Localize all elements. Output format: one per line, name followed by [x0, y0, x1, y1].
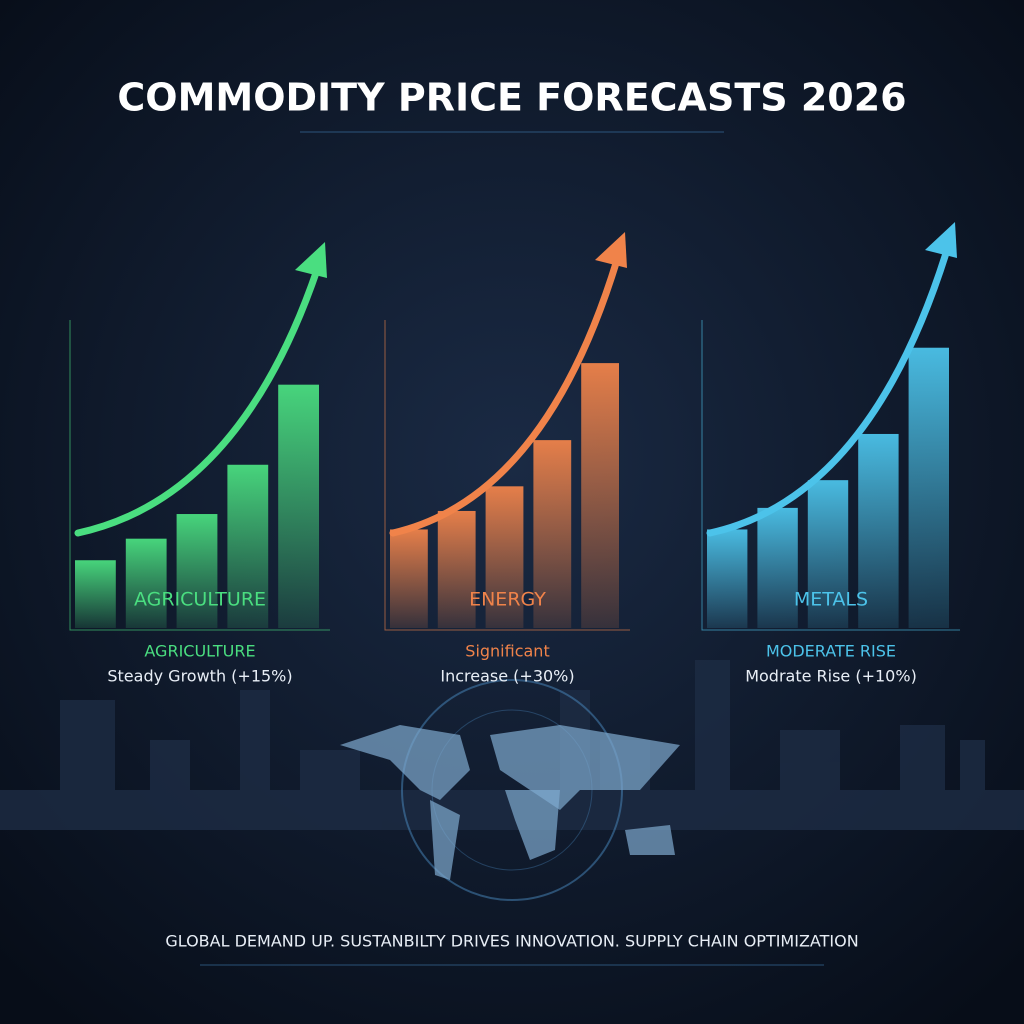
panel-subtitle: MODERATE RISE [766, 642, 896, 661]
trend-arrow [389, 256, 621, 537]
panel-subtitle: Significant [465, 642, 549, 661]
panel-annotation: Steady Growth (+15%) [107, 667, 292, 686]
panel-label: ENERGY [469, 589, 546, 611]
city-skyline [0, 660, 1024, 830]
panel-subtitle: AGRICULTURE [144, 642, 255, 661]
arrow-head [295, 242, 327, 278]
arrow-head [595, 232, 627, 268]
panel-frame [701, 320, 960, 631]
bar [908, 347, 949, 628]
panel-frame [384, 320, 630, 631]
bar [176, 514, 218, 628]
panel-annotation: Modrate Rise (+10%) [745, 667, 917, 686]
world-map [340, 679, 680, 901]
bar [858, 433, 899, 628]
bar [581, 363, 619, 628]
bar [757, 507, 798, 628]
title: COMMODITY PRICE FORECASTS 2026 [117, 76, 906, 120]
bar [125, 538, 167, 628]
bar [485, 486, 524, 628]
bar [533, 440, 572, 628]
bar [437, 510, 476, 628]
panel-label: AGRICULTURE [134, 589, 266, 611]
bar [390, 529, 428, 628]
footer: GLOBAL DEMAND UP. SUSTANBILTY DRIVES INN… [165, 932, 858, 951]
panel-annotation: Increase (+30%) [440, 667, 574, 686]
panel-frame [69, 320, 330, 631]
bar [807, 480, 849, 628]
bar [227, 464, 269, 628]
charts: AGRICULTURE AGRICULTURE Steady Growth (+15… [69, 222, 960, 686]
arrow-head [925, 222, 957, 258]
trend-arrow [706, 246, 951, 537]
bar [278, 384, 319, 628]
bar [75, 560, 116, 628]
trend-arrow [74, 266, 321, 537]
bar [707, 529, 748, 628]
panel-label: METALS [794, 589, 868, 611]
